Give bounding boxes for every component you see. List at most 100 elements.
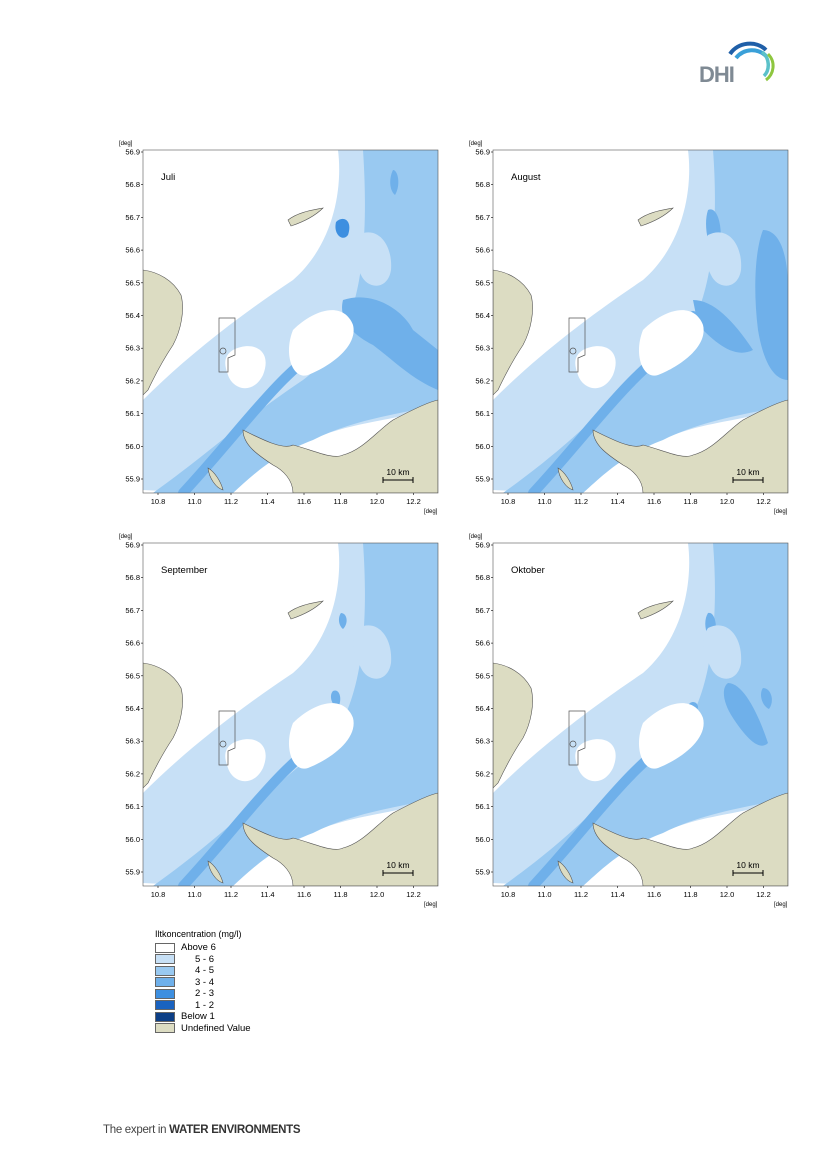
legend-item: Undefined Value: [155, 1023, 315, 1035]
land-small-island: [557, 467, 574, 491]
map-panel-september: 10 km September 56.9 56.8 56.7 56.6 56.5 56.4 56…: [105, 529, 460, 908]
oxygen-pocket-5-6: [703, 232, 742, 286]
y-tick-label: 56.3: [125, 737, 140, 746]
oxygen-pocket-above-6: [638, 310, 704, 376]
x-tick-label: 11.2: [574, 890, 588, 899]
map-body: 10 km September: [143, 543, 438, 886]
y-tick-label: 56.7: [475, 606, 490, 615]
y-axis-unit: [deg]: [469, 534, 483, 540]
y-axis-unit: [deg]: [469, 141, 483, 147]
oxygen-zone-3-4: [390, 170, 399, 195]
month-label: August: [511, 172, 541, 183]
map-svg: 10 km September 56.9 56.8 56.7 56.6 56.5 56.4 56…: [119, 534, 439, 908]
study-area-outline: [218, 317, 236, 373]
map-panel-juli: 10 km Juli 56.9 56.8 56.7 56.6 56.5 56.4 56.3 56.…: [105, 136, 460, 515]
x-tick-label: 12.2: [406, 890, 421, 899]
y-tick-label: 56.9: [125, 148, 140, 157]
land-island: [287, 600, 324, 620]
y-tick-label: 56.8: [475, 180, 490, 189]
map-svg: 10 km August 56.9 56.8 56.7 56.6 56.5 56.4 56.3 5…: [469, 141, 789, 515]
x-tick-label: 11.8: [683, 890, 697, 899]
y-tick-label: 56.1: [125, 409, 140, 418]
x-tick-label: 11.0: [187, 890, 201, 899]
y-tick-label: 56.9: [475, 148, 490, 157]
y-tick-label: 56.0: [125, 835, 140, 844]
map-body: 10 km August: [493, 150, 788, 493]
y-tick-label: 56.1: [125, 802, 140, 811]
oxygen-pocket-above-6: [575, 346, 616, 389]
y-tick-label: 56.8: [475, 573, 490, 582]
study-site-marker: [219, 347, 227, 355]
y-tick-label: 56.0: [125, 442, 140, 451]
x-tick-label: 11.8: [333, 890, 347, 899]
oxygen-pocket-above-6: [288, 703, 354, 769]
legend-label: 4 - 5: [195, 965, 215, 977]
study-area-outline: [568, 317, 586, 373]
map-frame: [492, 149, 789, 494]
land-zealand: [592, 399, 788, 493]
y-tick-label: 56.1: [475, 409, 490, 418]
map-frame: [142, 149, 439, 494]
y-tick-label: 55.9: [475, 868, 490, 877]
scale-label: 10 km: [386, 860, 409, 870]
legend-item: 3 - 4: [155, 977, 315, 989]
y-tick-label: 56.4: [475, 704, 490, 713]
oxygen-zone-2-3: [335, 218, 350, 238]
month-label: September: [161, 565, 207, 576]
dhi-logo-swoosh-icon: [728, 41, 775, 82]
x-tick-label: 11.4: [610, 497, 624, 506]
y-tick-label: 56.5: [125, 278, 140, 287]
oxygen-pocket-above-6: [225, 739, 266, 782]
legend-swatch: [155, 977, 175, 988]
land-island: [637, 600, 674, 620]
legend-label: 2 - 3: [195, 988, 215, 1000]
x-tick-label: 11.4: [260, 497, 274, 506]
map-body: 10 km Juli: [143, 150, 438, 493]
footer-prefix: The expert in: [103, 1124, 170, 1136]
land-jutland: [493, 269, 533, 396]
scale-label: 10 km: [736, 467, 759, 477]
legend-swatch: [155, 1000, 175, 1011]
x-tick-label: 12.2: [756, 890, 771, 899]
y-tick-label: 56.2: [475, 376, 490, 385]
y-tick-label: 55.9: [125, 868, 140, 877]
y-axis-unit: [deg]: [119, 141, 133, 147]
x-tick-label: 12.0: [370, 497, 385, 506]
y-tick-label: 55.9: [125, 475, 140, 484]
footer-bold: WATER ENVIRONMENTS: [169, 1124, 301, 1136]
map-area: 10 km Juli: [142, 149, 439, 494]
x-tick-label: 11.4: [260, 890, 274, 899]
oxygen-pocket-5-6: [353, 625, 392, 679]
study-area-outline: [568, 710, 586, 766]
y-tick-label: 56.4: [125, 311, 140, 320]
legend-swatch: [155, 965, 175, 976]
legend-swatch: [155, 954, 175, 965]
legend-item: 2 - 3: [155, 988, 315, 1000]
land-island: [287, 207, 324, 227]
y-tick-label: 56.5: [125, 671, 140, 680]
y-axis-unit: [deg]: [119, 534, 133, 540]
x-axis-unit: [deg]: [774, 509, 788, 515]
legend-label: Undefined Value: [181, 1022, 251, 1034]
land-small-island: [207, 467, 224, 491]
x-tick-label: 12.2: [406, 497, 421, 506]
x-tick-label: 12.2: [756, 497, 771, 506]
study-site-marker: [219, 740, 227, 748]
legend-swatch: [155, 988, 175, 999]
x-tick-label: 12.0: [370, 890, 385, 899]
scale-label: 10 km: [386, 467, 409, 477]
y-tick-label: 56.6: [475, 639, 490, 648]
y-tick-label: 56.4: [125, 704, 140, 713]
legend-item: 5 - 6: [155, 954, 315, 966]
y-tick-label: 56.8: [125, 573, 140, 582]
land-zealand: [592, 792, 788, 886]
land-jutland: [493, 662, 533, 789]
y-tick-label: 56.6: [475, 246, 490, 255]
footer-tagline: The expert in WATER ENVIRONMENTS: [103, 1124, 301, 1136]
y-tick-label: 56.2: [125, 376, 140, 385]
y-tick-label: 56.5: [475, 278, 490, 287]
y-tick-label: 56.3: [475, 344, 490, 353]
y-tick-label: 56.0: [475, 442, 490, 451]
y-tick-label: 56.9: [475, 541, 490, 550]
